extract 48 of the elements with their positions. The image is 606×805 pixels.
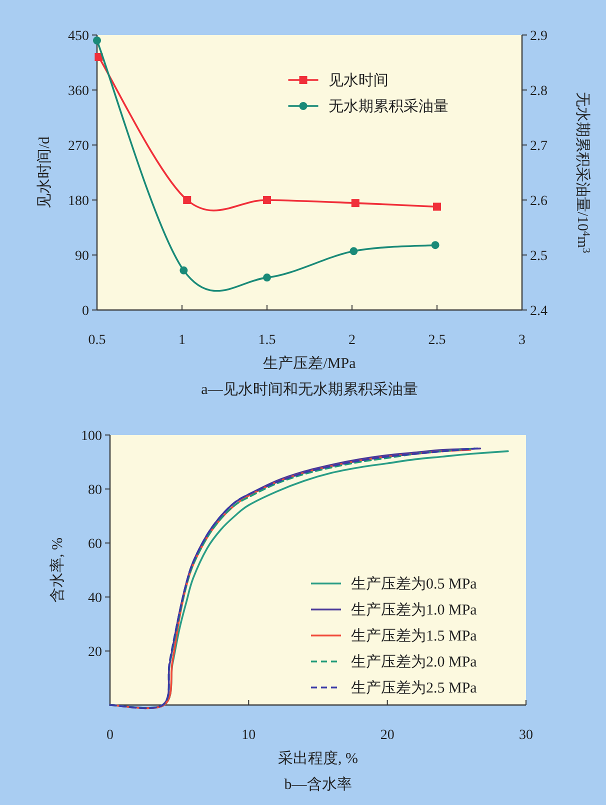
x-tick-label: 3 [518,333,526,348]
point [180,266,188,274]
y2-tick-label: 2.8 [530,84,548,99]
legend-label: 无水期累积采油量 [328,98,448,115]
y-tick-label: 60 [88,537,102,552]
legend-label: 见水时间 [328,72,388,89]
x-axis-title: 生产压差/MPa [263,355,356,372]
point [433,202,441,211]
point [351,199,360,208]
y-tick-label: 450 [68,29,89,44]
y-axis-title: 见水时间/d [36,136,53,208]
x-tick-label: 2.5 [428,333,446,348]
y-tick-label: 270 [68,139,89,154]
y-tick-label: 0 [82,304,89,319]
point [183,196,192,204]
y-tick-label: 360 [68,84,89,99]
x-tick-label: 1 [178,333,186,348]
y2-tick-label: 2.5 [530,249,548,264]
point [431,241,440,250]
x-tick-label: 0.5 [88,333,106,348]
y2-tick-label: 2.4 [530,304,548,319]
point [263,274,271,282]
y-tick-label: 100 [81,429,102,444]
x-tick-label: 2 [348,333,356,348]
text: b—含水率 [284,776,352,793]
y-axis-title: 含水率, % [49,538,66,602]
x-tick-label: 30 [519,728,533,743]
legend-label: 生产压差为0.5 MPa [351,576,478,592]
y-tick-label: 180 [68,194,89,209]
x-axis-title: 采出程度, % [278,750,358,767]
y-tick-label: 40 [88,591,102,606]
point [263,196,271,204]
x-tick-label: 10 [242,728,256,743]
point [350,247,358,256]
x-tick-label: 1.5 [258,333,276,348]
x-tick-label: 20 [380,728,394,743]
y-tick-label: 80 [88,483,102,498]
text: a—见水时间和无水期累积采油量 [201,381,418,398]
legend-label: 生产压差为2.5 MPa [351,680,478,696]
y-tick-label: 90 [75,249,89,264]
legend-label: 生产压差为2.0 MPa [351,654,478,670]
y2-tick-label: 2.6 [530,194,548,209]
x-tick-label: 0 [106,728,114,743]
legend-label: 生产压差为1.5 MPa [351,628,478,644]
y-tick-label: 20 [88,645,102,660]
legend-label: 生产压差为1.0 MPa [351,602,478,618]
y2-tick-label: 2.9 [530,29,548,44]
y2-tick-label: 2.7 [530,139,548,154]
